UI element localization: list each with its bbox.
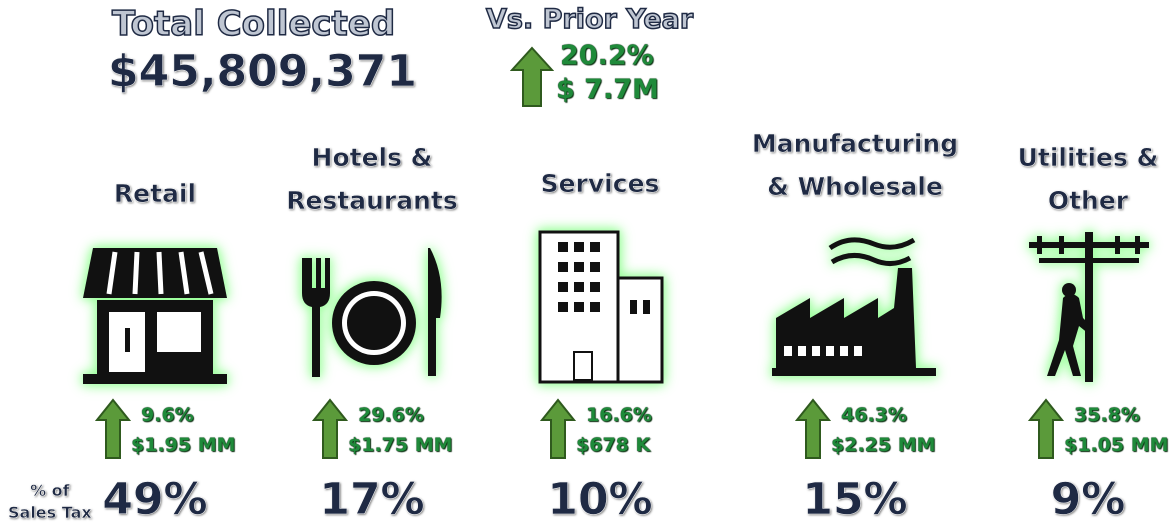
- share: 10%: [547, 474, 653, 526]
- category-name-line: Restaurants: [286, 186, 458, 216]
- change-amount: $1.05 MM: [1064, 434, 1169, 456]
- share: 9%: [1050, 474, 1126, 526]
- change-amount: $2.25 MM: [831, 434, 936, 456]
- share: 17%: [319, 474, 425, 526]
- total: $45,809,371: [108, 46, 417, 98]
- change-amount: $1.75 MM: [348, 434, 453, 456]
- category-name-line: Manufacturing: [751, 129, 959, 159]
- change-amount: $1.95 MM: [131, 434, 236, 456]
- dining-icon: [302, 248, 442, 377]
- title: Total Collected: [111, 3, 396, 45]
- category-column: Hotels & Restaurants 29.6% $1.75 MM 17%: [252, 0, 492, 529]
- category-column: Utilities & Other 35.8% $1.05 MM 9%: [968, 0, 1169, 529]
- share-label: % of Sales Tax: [8, 480, 92, 524]
- category-name-line: Hotels &: [311, 143, 433, 173]
- category-column: Services 16.6% $678 K 10%: [480, 0, 720, 529]
- retail-icon: [83, 248, 227, 384]
- category-name: Services: [480, 162, 720, 205]
- change-pct: 9.6%: [141, 404, 194, 426]
- change-amount: $678 K: [576, 434, 651, 456]
- change-pct: 46.3%: [841, 404, 907, 426]
- change-pct: 35.8%: [1074, 404, 1140, 426]
- category-name-line: Utilities &: [1017, 143, 1159, 173]
- share: 15%: [802, 474, 908, 526]
- change-pct: 29.6%: [358, 404, 424, 426]
- category-name-line: Other: [1047, 186, 1129, 216]
- category-name-line: Retail: [113, 179, 197, 209]
- share-label-line: % of: [30, 481, 70, 501]
- up-arrow: [795, 398, 831, 459]
- change-amount: $ 7.7M: [556, 74, 659, 105]
- category-name: Manufacturing & Wholesale: [735, 122, 975, 208]
- category-name-line: & Wholesale: [767, 172, 943, 202]
- building-icon: [538, 230, 664, 384]
- category-name: Hotels & Restaurants: [252, 136, 492, 222]
- share: 49%: [102, 474, 208, 526]
- comparison-label: Vs. Prior Year: [485, 3, 694, 36]
- category-column: Manufacturing & Wholesale 46.3% $2.25 MM 15%: [735, 0, 975, 529]
- factory-icon: [772, 237, 936, 376]
- share-label-line: Sales Tax: [8, 503, 92, 523]
- up-arrow: [540, 398, 576, 459]
- up-arrow: [1028, 398, 1064, 459]
- up-arrow: [95, 398, 131, 459]
- change-pct: 16.6%: [586, 404, 652, 426]
- utility-icon: [1029, 232, 1149, 382]
- category-column: Retail 9.6% $1.95 MM 49%: [35, 0, 275, 529]
- category-name: Utilities & Other: [968, 136, 1169, 222]
- category-name-line: Services: [540, 169, 660, 199]
- up-arrow: [312, 398, 348, 459]
- up-arrow: [510, 46, 554, 107]
- change-pct: 20.2%: [560, 40, 654, 71]
- category-name: Retail: [35, 172, 275, 215]
